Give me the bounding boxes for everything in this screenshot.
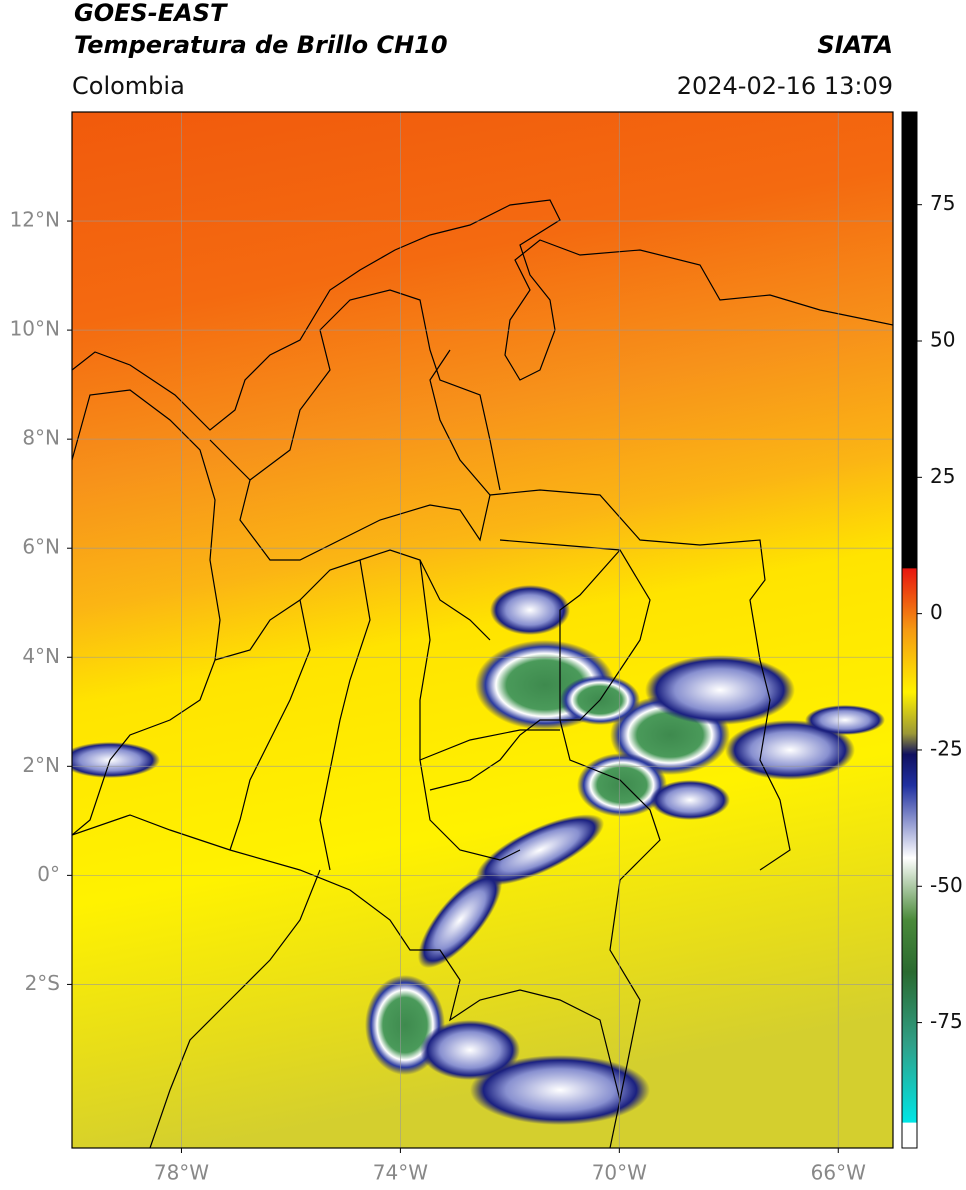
- y-tick-label: 6°N: [22, 535, 60, 559]
- cloud-tops: [72, 585, 885, 1125]
- region-label: Colombia: [72, 72, 185, 100]
- grid: [72, 112, 893, 1148]
- map-image: [72, 112, 893, 1148]
- colorbar-tick-label: 0: [930, 600, 943, 624]
- colorbar-tick-label: -75: [930, 1009, 963, 1033]
- agency-title: SIATA: [817, 31, 893, 59]
- colorbar-tick-label: -50: [930, 873, 963, 897]
- x-tick-label: 70°W: [592, 1161, 647, 1185]
- y-tick-label: 12°N: [10, 208, 60, 232]
- colorbar-tick-label: -25: [930, 736, 963, 760]
- y-tick-label: 10°N: [10, 317, 60, 341]
- y-tick-label: 2°S: [25, 971, 60, 995]
- y-tick-label: 4°N: [22, 644, 60, 668]
- x-tick-label: 74°W: [373, 1161, 428, 1185]
- x-tick-label: 78°W: [154, 1161, 209, 1185]
- colorbar: [901, 111, 918, 1149]
- x-tick-label: 66°W: [811, 1161, 866, 1185]
- y-tick-label: 2°N: [22, 753, 60, 777]
- map-frame: [71, 111, 894, 1149]
- coastlines-borders: [72, 199, 893, 1148]
- datetime-label: 2024-02-16 13:09: [677, 72, 893, 100]
- colorbar-tick-label: 50: [930, 328, 955, 352]
- source-title: GOES-EAST: [74, 0, 228, 27]
- y-tick-label: 8°N: [22, 426, 60, 450]
- y-tick-label: 0°: [37, 862, 60, 886]
- colorbar-tick-label: 25: [930, 464, 955, 488]
- product-title: Temperatura de Brillo CH10: [74, 31, 448, 59]
- temperature-field: [72, 112, 893, 1148]
- colorbar-tick-label: 75: [930, 191, 955, 215]
